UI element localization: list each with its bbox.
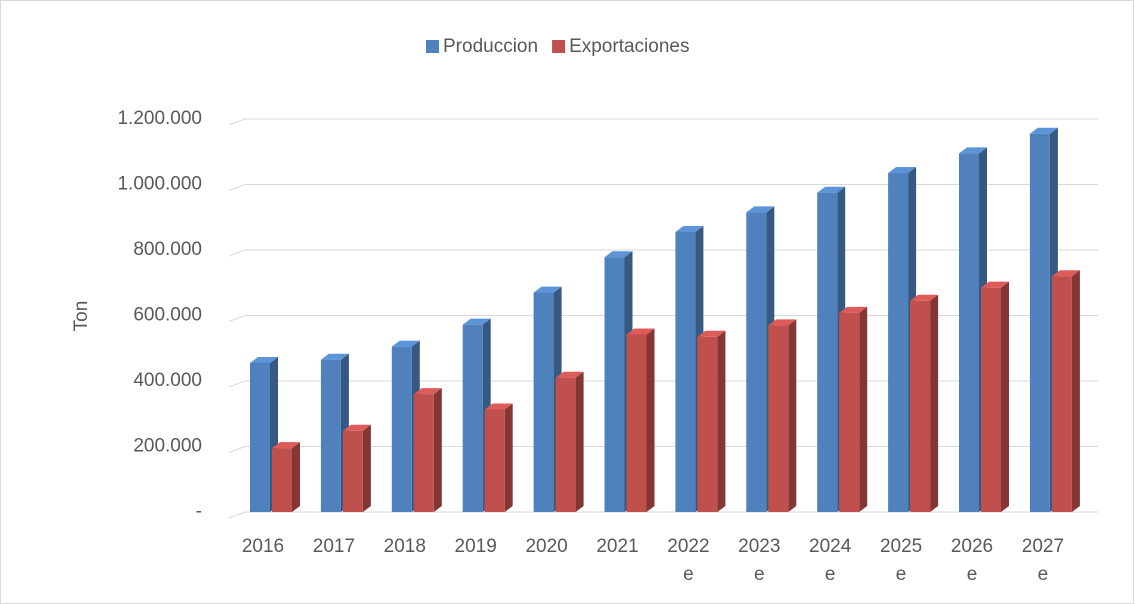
y-tick-label: 200.000	[133, 436, 202, 457]
x-tick-label: 2016	[241, 536, 285, 557]
grid-line	[228, 446, 1098, 453]
bar	[555, 377, 576, 512]
bar	[697, 336, 718, 512]
bar	[462, 324, 483, 512]
legend-swatch	[552, 40, 566, 53]
bar-top	[1029, 127, 1058, 134]
x-tick-label: 2025 e	[879, 536, 923, 585]
bar-top	[839, 306, 868, 313]
x-tick-label: 2017	[312, 536, 356, 557]
x-tick-label: 2018	[383, 536, 426, 557]
x-tick-label: 2020	[525, 536, 568, 557]
bar	[320, 359, 341, 512]
bar	[817, 192, 838, 512]
grid-line	[228, 511, 1098, 519]
bar-top	[462, 318, 491, 325]
bar	[981, 287, 1001, 512]
bar-top	[533, 286, 562, 293]
bar-top	[272, 442, 300, 449]
bar	[604, 257, 625, 512]
legend-label: Produccion	[443, 36, 538, 57]
bar-side	[575, 371, 584, 512]
bar	[888, 173, 909, 512]
x-tick-label: 2024 e	[809, 536, 852, 585]
bar-top	[250, 356, 278, 363]
bar	[675, 231, 696, 513]
bar-top	[342, 424, 371, 431]
grid-line	[228, 249, 1098, 257]
bar-side	[930, 294, 939, 512]
bar-top	[604, 251, 633, 258]
x-tick-label: 2027 e	[1021, 536, 1065, 585]
y-tick-label: -	[196, 501, 202, 522]
bar-side	[362, 424, 371, 512]
y-tick-label: 400.000	[133, 370, 202, 391]
bar-side	[859, 306, 868, 512]
y-axis-label: Ton	[71, 301, 92, 332]
legend-swatch	[426, 40, 439, 53]
bar	[391, 346, 412, 512]
bar-side	[504, 403, 513, 512]
bar	[484, 409, 505, 512]
y-tick-label: 1.200.000	[117, 108, 202, 129]
bar-top	[959, 147, 987, 154]
bar-top	[1051, 270, 1080, 277]
bar	[250, 362, 270, 512]
bar-side	[646, 328, 655, 512]
y-tick-label: 800.000	[133, 239, 202, 260]
bar-side	[292, 442, 300, 512]
x-tick-label: 2022 e	[667, 536, 710, 585]
bar	[839, 312, 860, 512]
bar	[768, 325, 789, 512]
bar	[1029, 133, 1050, 513]
bar-side	[717, 330, 726, 512]
bar	[413, 394, 434, 512]
legend-label: Exportaciones	[569, 36, 689, 57]
x-tick-label: 2019	[454, 536, 497, 557]
bar-top	[675, 225, 704, 232]
bar-top	[555, 371, 584, 378]
bar	[959, 153, 979, 512]
bar-top	[697, 330, 726, 337]
grid-line	[228, 184, 1098, 191]
bar-side	[1001, 281, 1009, 512]
bar-top	[320, 353, 349, 360]
bar	[746, 212, 767, 512]
bar	[1051, 276, 1072, 512]
bar-top	[768, 319, 797, 326]
bar-top	[817, 186, 846, 193]
y-tick-label: 1.000.000	[117, 174, 202, 195]
bar-top	[910, 294, 939, 301]
bar-side	[788, 319, 797, 512]
bar-top	[888, 167, 917, 174]
bar	[626, 334, 647, 512]
x-tick-label: 2026 e	[950, 536, 994, 585]
grid-line	[228, 380, 1098, 388]
y-tick-label: 600.000	[133, 305, 202, 326]
grid-line	[228, 118, 1098, 126]
bar-top	[391, 340, 420, 347]
bar-top	[413, 388, 442, 395]
bar	[533, 292, 554, 512]
x-tick-label: 2021	[596, 536, 639, 557]
bar	[910, 300, 931, 512]
bar-top	[484, 403, 513, 410]
grid-line	[228, 315, 1098, 322]
bar	[342, 430, 363, 512]
bar-side	[1071, 270, 1080, 512]
x-tick-label: 2023 e	[738, 536, 781, 585]
bar-top	[746, 206, 775, 213]
bar-top	[981, 281, 1009, 288]
bar-side	[433, 388, 442, 512]
bar	[272, 448, 292, 512]
bar-top	[626, 328, 655, 335]
